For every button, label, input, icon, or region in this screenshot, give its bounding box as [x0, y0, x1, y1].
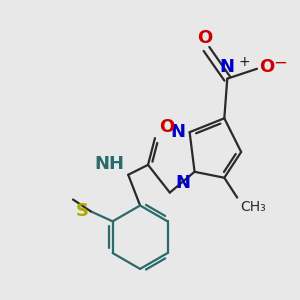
Text: O: O — [197, 29, 212, 47]
Text: O: O — [259, 58, 274, 76]
Text: −: − — [273, 54, 287, 72]
Text: N: N — [171, 123, 186, 141]
Text: +: + — [238, 55, 250, 69]
Text: CH₃: CH₃ — [240, 200, 266, 214]
Text: O: O — [159, 118, 174, 136]
Text: N: N — [220, 58, 235, 76]
Text: N: N — [176, 174, 190, 192]
Text: NH: NH — [94, 155, 124, 173]
Text: S: S — [76, 202, 89, 220]
